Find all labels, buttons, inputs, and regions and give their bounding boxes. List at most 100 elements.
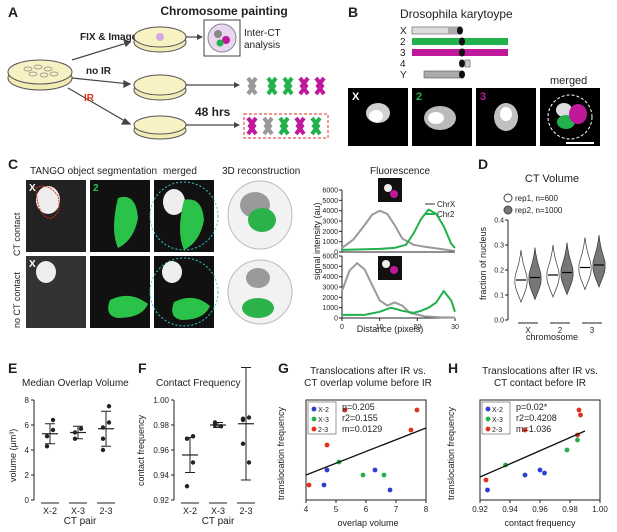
data-point [78,426,84,431]
data-point [44,434,50,439]
y-tick-label: 0.3 [494,243,504,250]
x-tick-label: 8 [424,505,429,514]
x-tick-label: 0.96 [532,505,548,514]
chr-2-label: 2 [400,37,406,48]
chr-y-label: Y [400,70,407,81]
x-tick-label: 0.92 [472,505,488,514]
y-tick-label: 0 [25,496,30,505]
panel-e-letter: E [8,360,18,376]
c-tiles-bottom [26,256,293,328]
legend-label: X-3 [492,417,503,424]
violin-2-1 [546,244,560,298]
data-point [184,436,190,441]
data-point [246,460,252,465]
violin-X-2 [528,247,542,301]
panel-h-letter: H [448,360,459,376]
violin-2-2 [560,242,574,296]
x-tick-label: 4 [304,505,309,514]
c-col-segmentation: TANGO object segmentation [30,166,157,177]
panel-e-chart: Median Overlap Volume volume (μm³) CT pa… [8,378,129,527]
g-title-1: Translocations after IR vs. [310,366,426,377]
legend-label: 2-3 [492,427,502,434]
panel-c-fluorescence: Fluorescence signal intensity (au) Dista… [312,166,459,334]
data-point [72,436,78,441]
data-point [50,427,56,433]
y-tick-label: 8 [25,396,30,405]
fluorescence-title: Fluorescence [370,166,430,177]
point-2-3 [306,482,312,488]
d-legend-rep1: rep1, n=600 [515,194,558,203]
legend-dot [311,406,317,412]
point-X-2 [324,467,330,473]
fix-image-label: FIX & Image [80,32,138,43]
data-point [106,420,112,425]
y-tick-label: 1000 [322,305,338,312]
y-tick-label: 6 [25,421,30,430]
y-tick-label: 0.2 [494,268,504,275]
c-row-no-contact: no CT contact [12,272,22,328]
ir-label: IR [84,93,95,104]
data-point [100,425,106,430]
fit-line [305,427,427,476]
legend-chr2: Chr2 [437,210,455,219]
h-scatter: 0.92 0.94 0.96 0.98 1.00 X-2 X-3 2-3 p=0.02*r2=0… [472,399,608,514]
panel-c-letter: C [8,156,19,172]
violin-X-1 [514,249,528,303]
y-tick-label: 0.94 [153,471,169,480]
f-dotplot: 0.92 0.94 0.96 0.98 1.00 X-2 X-3 2-3 [153,367,255,516]
legend-dot [311,426,317,432]
category-label: 3 [590,326,595,335]
g-xlabel: overlap volume [337,518,398,528]
y-tick-label: 0.0 [494,318,504,325]
panel-c-images: TANGO object segmentation merged 3D reco… [12,166,300,328]
c-row-contact: CT contact [12,212,22,256]
y-tick-label: 0 [334,250,338,257]
point-2-3 [483,477,489,483]
y-tick-label: 6000 [322,188,338,195]
legend-label: X-2 [318,407,329,414]
point-2-3 [414,407,420,413]
x-tick-label: 1.00 [592,505,608,514]
stat-line: p=0.02* [516,402,548,412]
h-xlabel: contact frequency [504,518,576,528]
category-label: X-3 [71,506,85,516]
data-point [218,424,224,429]
c-tile-x-top: X [29,183,36,194]
e-ylabel: volume (μm³) [8,429,18,482]
point-X-3 [575,437,580,443]
category-label: X-2 [183,506,197,516]
category-label: 2 [558,326,563,335]
point-2-3 [324,442,330,448]
dish-fixed [133,26,187,53]
data-point [50,417,56,423]
stat-line: r2=0.155 [342,413,378,423]
legend-dot [485,426,491,432]
stat-line: r2=0.4208 [516,413,557,423]
f-ylabel: contact frequency [136,414,146,486]
h-title-1: Translocations after IR vs. [482,366,598,377]
y-tick-label: 3000 [322,285,338,292]
point-2-3 [576,407,582,413]
g-ylabel: translocation frequency [276,406,286,500]
panel-h-chart: Translocations after IR vs. CT contact b… [446,366,608,528]
karyotype-images [348,88,600,146]
x-tick-label: 10 [376,324,384,331]
h-title-2: CT contact before IR [494,378,586,389]
d-xlabel: chromosome [526,332,578,342]
legend-dot [485,416,491,422]
y-tick-label: 1.00 [153,396,169,405]
panel-d-chart: CT Volume fraction of nucleus chromosome… [478,173,606,342]
point-2-3 [342,407,348,413]
karyotype-bars [411,26,508,79]
y-tick-label: 2 [25,471,30,480]
h-ylabel: translocation frequency [446,406,456,500]
y-tick-label: 2000 [322,295,338,302]
point-X-3 [564,447,570,453]
panel-g-chart: Translocations after IR vs. CT overlap v… [276,366,432,528]
d-ylabel: fraction of nucleus [478,226,488,300]
fit-line [479,430,586,478]
e-dotplot: 0 2 4 6 8 X-2 X-3 2-3 [25,396,115,516]
f-xlabel: CT pair [202,516,235,527]
inter-ct-label: Inter-CT [244,28,281,39]
